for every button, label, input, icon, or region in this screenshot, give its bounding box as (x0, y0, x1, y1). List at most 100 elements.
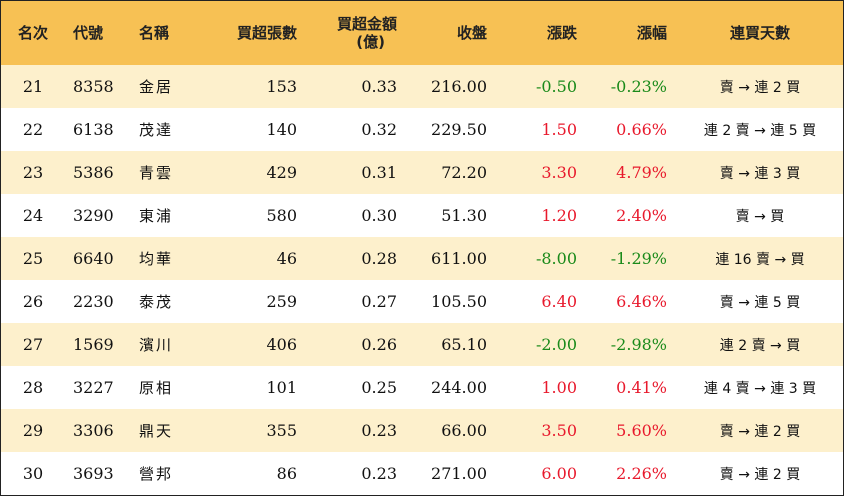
cell-code: 3306 (73, 421, 114, 440)
cell-name: 金居 (139, 78, 174, 96)
cell-name: 濱川 (139, 336, 174, 354)
table-body: 21 8358 金居 153 0.33 216.00 -0.50 -0.23% … (1, 65, 843, 495)
header-change-pct: 漲幅 (636, 24, 667, 42)
cell-name: 泰茂 (139, 293, 174, 311)
header-net-buy-amount-line2: (億) (356, 33, 385, 51)
cell-name: 東浦 (139, 207, 174, 225)
cell-rank: 27 (22, 335, 44, 354)
cell-net-buy-amount: 0.23 (361, 421, 397, 440)
header-rank: 名次 (17, 24, 48, 42)
cell-change-pct: 6.46% (616, 292, 667, 311)
cell-name: 鼎天 (139, 422, 174, 440)
cell-net-buy-lots: 86 (276, 464, 297, 483)
header-code: 代號 (73, 24, 104, 42)
table-row: 21 8358 金居 153 0.33 216.00 -0.50 -0.23% … (1, 65, 843, 108)
cell-close: 216.00 (431, 77, 487, 96)
cell-rank: 23 (22, 163, 44, 182)
header-net-buy-amount: 買超金額 (億) (307, 1, 407, 65)
cell-change-pct: 0.66% (616, 120, 667, 139)
cell-net-buy-lots: 259 (266, 292, 297, 311)
cell-streak: 連 4 賣 → 連 3 買 (703, 380, 817, 397)
cell-net-buy-lots: 140 (266, 120, 297, 139)
cell-code: 6640 (73, 249, 114, 268)
table-row: 23 5386 青雲 429 0.31 72.20 3.30 4.79% 賣 →… (1, 151, 843, 194)
cell-change-pct: -0.23% (610, 77, 667, 96)
cell-code: 1569 (73, 335, 114, 354)
cell-change: 1.00 (541, 378, 577, 397)
cell-rank: 24 (22, 206, 44, 225)
cell-streak: 賣 → 買 (735, 208, 785, 225)
cell-change-pct: -1.29% (610, 249, 667, 268)
cell-streak: 賣 → 連 2 買 (719, 466, 801, 483)
cell-change: -2.00 (535, 335, 577, 354)
cell-net-buy-lots: 46 (276, 249, 297, 268)
cell-net-buy-amount: 0.28 (361, 249, 397, 268)
cell-code: 2230 (73, 292, 114, 311)
cell-net-buy-amount: 0.26 (361, 335, 397, 354)
cell-name: 原相 (139, 379, 174, 397)
cell-change: 3.30 (541, 163, 577, 182)
cell-net-buy-amount: 0.33 (361, 77, 397, 96)
cell-code: 5386 (73, 163, 114, 182)
cell-change: -0.50 (535, 77, 577, 96)
cell-streak: 賣 → 連 3 買 (719, 165, 801, 182)
cell-close: 611.00 (431, 249, 487, 268)
cell-close: 66.00 (441, 421, 487, 440)
header-change: 漲跌 (546, 24, 577, 42)
table-row: 28 3227 原相 101 0.25 244.00 1.00 0.41% 連 … (1, 366, 843, 409)
cell-name: 均華 (139, 250, 174, 268)
cell-net-buy-amount: 0.31 (361, 163, 397, 182)
cell-streak: 賣 → 連 5 買 (719, 294, 801, 311)
cell-net-buy-amount: 0.30 (361, 206, 397, 225)
cell-net-buy-amount: 0.27 (361, 292, 397, 311)
cell-close: 271.00 (431, 464, 487, 483)
cell-code: 3227 (73, 378, 114, 397)
cell-close: 72.20 (441, 163, 487, 182)
cell-close: 229.50 (431, 120, 487, 139)
cell-close: 105.50 (431, 292, 487, 311)
cell-name: 青雲 (139, 164, 174, 182)
cell-change-pct: -2.98% (610, 335, 667, 354)
cell-rank: 25 (22, 249, 44, 268)
cell-change-pct: 0.41% (616, 378, 667, 397)
cell-rank: 21 (22, 77, 44, 96)
cell-net-buy-lots: 355 (266, 421, 297, 440)
cell-code: 3693 (73, 464, 114, 483)
header-name: 名稱 (139, 24, 170, 42)
cell-net-buy-amount: 0.23 (361, 464, 397, 483)
cell-name: 營邦 (139, 465, 174, 483)
table-row: 24 3290 東浦 580 0.30 51.30 1.20 2.40% 賣 →… (1, 194, 843, 237)
header-net-buy-amount-line1: 買超金額 (336, 15, 397, 33)
cell-net-buy-lots: 406 (266, 335, 297, 354)
cell-code: 6138 (73, 120, 114, 139)
cell-net-buy-lots: 580 (266, 206, 297, 225)
cell-net-buy-amount: 0.25 (361, 378, 397, 397)
table-row: 27 1569 濱川 406 0.26 65.10 -2.00 -2.98% 連… (1, 323, 843, 366)
cell-change: 6.40 (541, 292, 577, 311)
cell-change: 6.00 (541, 464, 577, 483)
header-streak: 連買天數 (729, 24, 790, 42)
cell-streak: 連 16 賣 → 買 (715, 251, 805, 268)
cell-close: 65.10 (441, 335, 487, 354)
table-row: 30 3693 營邦 86 0.23 271.00 6.00 2.26% 賣 →… (1, 452, 843, 495)
header-close: 收盤 (456, 24, 487, 42)
table-row: 25 6640 均華 46 0.28 611.00 -8.00 -1.29% 連… (1, 237, 843, 280)
cell-streak: 連 2 賣 → 連 5 買 (703, 122, 817, 139)
cell-change-pct: 2.26% (616, 464, 667, 483)
table-row: 26 2230 泰茂 259 0.27 105.50 6.40 6.46% 賣 … (1, 280, 843, 323)
cell-rank: 29 (22, 421, 44, 440)
cell-code: 3290 (73, 206, 114, 225)
cell-code: 8358 (73, 77, 114, 96)
cell-net-buy-amount: 0.32 (361, 120, 397, 139)
cell-streak: 連 2 賣 → 買 (719, 337, 801, 354)
cell-change: 1.20 (541, 206, 577, 225)
cell-rank: 26 (22, 292, 44, 311)
cell-rank: 22 (22, 120, 44, 139)
cell-net-buy-lots: 153 (266, 77, 297, 96)
table-row: 22 6138 茂達 140 0.32 229.50 1.50 0.66% 連 … (1, 108, 843, 151)
table-row: 29 3306 鼎天 355 0.23 66.00 3.50 5.60% 賣 →… (1, 409, 843, 452)
cell-streak: 賣 → 連 2 買 (719, 423, 801, 440)
cell-close: 51.30 (441, 206, 487, 225)
